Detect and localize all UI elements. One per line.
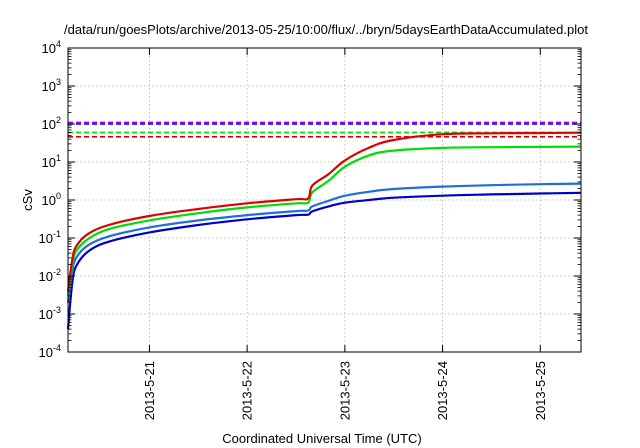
- chart-title: /data/run/goesPlots/archive/2013-05-25/1…: [64, 22, 588, 37]
- y-tick-labels: 10-4 10-3 10-2 10-1 100 101 102 103 104: [39, 39, 61, 360]
- x-axis-label: Coordinated Universal Time (UTC): [222, 431, 421, 446]
- x-tick-label: 2013-5-24: [435, 361, 450, 420]
- data-series: [66, 131, 582, 330]
- y-tick-label: 102: [42, 115, 61, 132]
- reference-lines: [68, 121, 581, 138]
- y-tick-label: 10-3: [39, 305, 61, 322]
- y-tick-label: 10-4: [39, 343, 61, 360]
- x-tick-label: 2013-5-21: [142, 361, 157, 420]
- y-tick-label: 100: [42, 191, 61, 208]
- series-line: [66, 131, 582, 292]
- axis-ticks: [68, 47, 581, 353]
- x-tick-label: 2013-5-23: [337, 361, 352, 420]
- grid-lines: [68, 48, 581, 352]
- y-tick-label: 104: [42, 39, 61, 56]
- x-tick-labels: 2013-5-21 2013-5-22 2013-5-23 2013-5-24 2013…: [142, 361, 548, 420]
- y-tick-label: 10-2: [39, 267, 61, 284]
- x-tick-label: 2013-5-22: [240, 361, 255, 420]
- x-tick-label: 2013-5-25: [533, 361, 548, 420]
- y-tick-label: 103: [42, 77, 61, 94]
- series-line: [66, 191, 582, 330]
- y-axis-label: cSv: [20, 189, 35, 211]
- y-tick-label: 101: [42, 153, 61, 170]
- y-tick-label: 10-1: [39, 229, 61, 246]
- series-line: [66, 145, 582, 297]
- series-line: [66, 182, 582, 303]
